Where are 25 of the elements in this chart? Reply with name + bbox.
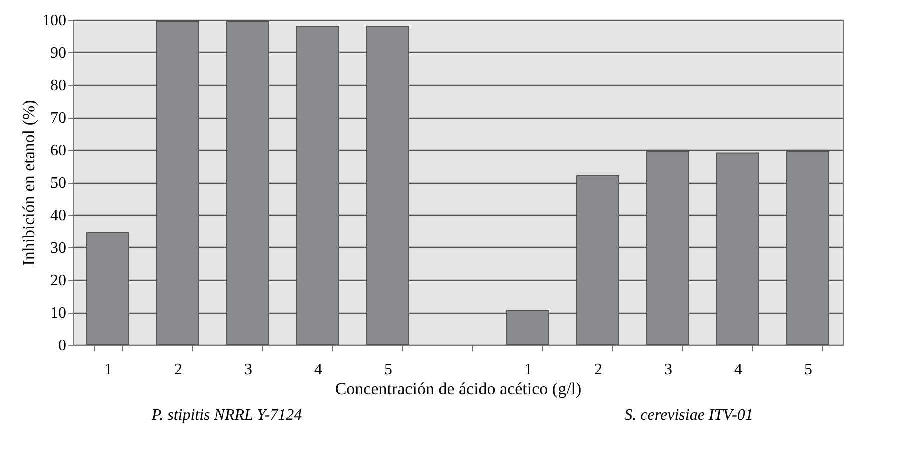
x-tick-label: 5 [804,362,812,378]
y-axis-title: Inhibición en etanol (%) [20,100,38,266]
y-tick-label: 30 [50,240,66,257]
y-tick-label: 50 [50,175,66,192]
text: P. stipitis NRRL Y-7124 [150,407,302,424]
x-axis-title: Concentración de ácido acético (g/l) [335,380,582,398]
x-tick-label: 3 [244,362,252,378]
x-tick-label: 3 [664,362,672,378]
x-tick-label: 2 [174,362,182,378]
y-tick-label: 90 [50,45,66,62]
y-tick-label: 10 [50,305,66,322]
x-tick-label: 5 [384,362,392,378]
text: S. cerevisiae ITV-01 [624,407,754,424]
x-tick-label: 1 [104,362,112,378]
x-tick-label: 1 [524,362,532,378]
y-tick-label: 40 [50,208,66,224]
x-tick-label: 4 [734,362,742,378]
x-tick-label: 2 [594,362,602,378]
y-tick-label: 100 [42,12,66,30]
y-tick-label: 60 [50,142,66,160]
y-tick-label: 70 [50,110,66,127]
y-tick-label: 0 [58,338,66,354]
x-tick-label: 4 [314,362,322,378]
y-tick-label: 80 [50,78,66,94]
y-tick-label: 20 [50,272,66,290]
